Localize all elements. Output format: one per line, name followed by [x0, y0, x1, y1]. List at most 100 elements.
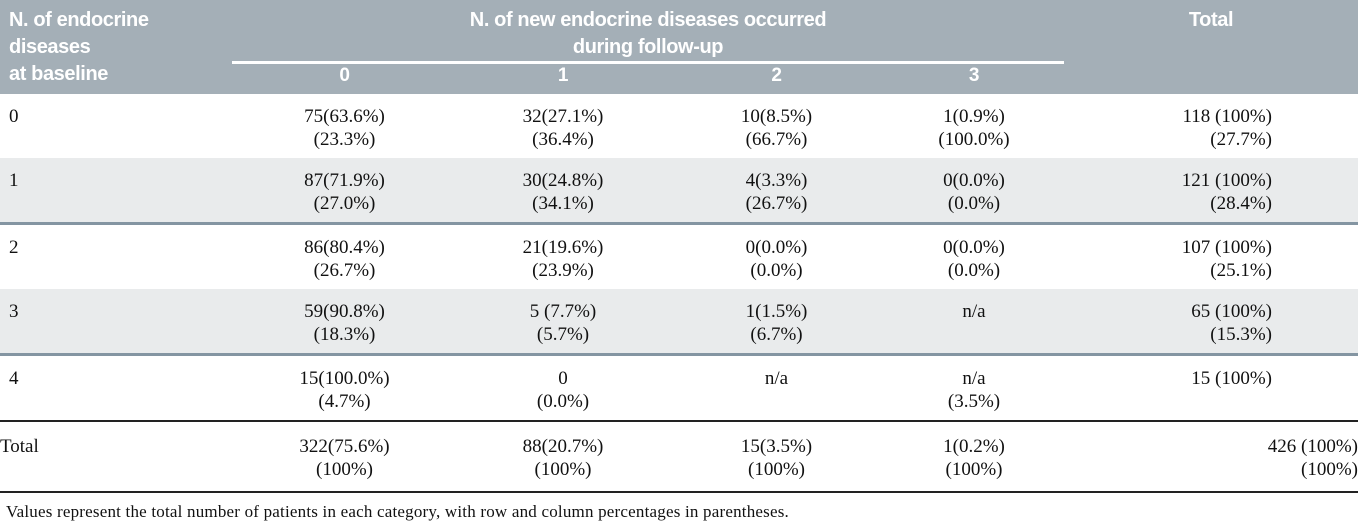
cell-row-total: 426 (100%) (100%): [1064, 420, 1358, 493]
cell-value: n/a: [962, 368, 986, 389]
table-body: 0 75(63.6%) (23.3%) 32(27.1%) (36.4%) 10(8…: [0, 94, 1358, 493]
row-label: 4: [9, 368, 19, 389]
footnote: Values represent the total number of pat…: [6, 502, 789, 521]
row-label: 3: [0, 289, 232, 356]
cell-percentage: (34.1%): [532, 193, 594, 214]
cell-percentage: (5.7%): [536, 324, 590, 345]
cell-value: n/a: [962, 301, 986, 322]
cell: 5 (7.7%) (5.7%): [457, 289, 669, 356]
col-subheader-1: 1: [457, 61, 669, 94]
cell-value: 86(80.4%): [304, 237, 385, 258]
cell: 75(63.6%) (23.3%): [232, 94, 457, 158]
cell-percentage: (100%): [945, 459, 1003, 480]
cell-value: 15(3.5%): [740, 436, 813, 457]
col-header-baseline: N. of endocrine diseases at baseline: [0, 0, 232, 94]
cell: 1(1.5%) (6.7%): [669, 289, 884, 356]
cell: 0(0.0%) (0.0%): [884, 158, 1064, 225]
cell-value: 88(20.7%): [522, 436, 604, 457]
table-row-3: 3 59(90.8%) (18.3%) 5 (7.7%) (5.7%) 1(1.5%…: [0, 289, 1358, 356]
cell-percentage: (0.0%): [947, 193, 1001, 214]
table-row-total: Total 322(75.6%) (100%) 88(20.7%) (100%) 1…: [0, 420, 1358, 493]
cell-percentage: (6.7%): [750, 324, 803, 345]
cell-value: 15 (100%): [1191, 368, 1272, 389]
cell-percentage: (0.0%): [536, 391, 590, 412]
col-header-baseline-line2: at baseline: [9, 63, 108, 85]
cell-percentage: (100%): [534, 459, 592, 480]
cell-value: 0(0.0%): [943, 170, 1005, 191]
cell-value: 107 (100%): [1181, 237, 1272, 258]
cell-value: 0(0.0%): [943, 237, 1005, 258]
row-label: Total: [0, 420, 232, 493]
cell-value: 30(24.8%): [522, 170, 604, 191]
cell-value: 32(27.1%): [522, 106, 604, 127]
cell: n/a: [669, 355, 884, 422]
cell: n/a: [884, 289, 1064, 356]
cell-percentage: (27.7%): [1210, 129, 1272, 150]
cell: 0(0.0%) (0.0%): [884, 224, 1064, 290]
header-row-subcolumns: 0 1 2 3: [0, 61, 1358, 94]
row-label: 0: [9, 106, 19, 127]
col-group-header-new-diseases: N. of new endocrine diseases occurred du…: [232, 0, 1064, 63]
cell-value: 10(8.5%): [740, 106, 813, 127]
cell-percentage: (23.3%): [313, 129, 376, 150]
cell: 322(75.6%) (100%): [232, 420, 457, 493]
col-header-total: Total: [1064, 0, 1358, 94]
cell-row-total: 107 (100%) (25.1%): [1064, 224, 1358, 290]
cell-percentage: (100%): [316, 459, 373, 480]
cell-value: 121 (100%): [1181, 170, 1272, 191]
row-label: 2: [9, 237, 19, 258]
cell: 1(0.9%) (100.0%): [884, 94, 1064, 158]
cell-percentage: [1064, 390, 1272, 413]
col-subheader-3: 3: [884, 61, 1064, 94]
col-group-header-line2: during follow-up: [572, 36, 724, 58]
col-subheader-2: 2: [669, 61, 884, 94]
row-label: 1: [0, 158, 232, 225]
cell: 30(24.8%) (34.1%): [457, 158, 669, 225]
cell-value: 0: [558, 368, 568, 389]
cell-value: 21(19.6%): [522, 237, 604, 258]
cell-value: 87(71.9%): [304, 170, 385, 191]
cell-percentage: (100%): [1301, 459, 1358, 480]
col-group-header-line1: N. of new endocrine diseases occurred: [469, 9, 827, 31]
cell-row-total: 65 (100%) (15.3%): [1064, 289, 1358, 356]
cell: 0 (0.0%): [457, 355, 669, 422]
header-row-group: N. of endocrine diseases at baseline N. …: [0, 0, 1358, 94]
cell-percentage: (66.7%): [745, 129, 808, 150]
cell-percentage: (4.7%): [318, 391, 371, 412]
cell-percentage: (28.4%): [1210, 193, 1272, 214]
cell-value: 322(75.6%): [299, 436, 390, 457]
cell-value: 1(0.2%): [943, 436, 1005, 457]
cell: 15(3.5%) (100%): [669, 420, 884, 493]
cell-value: 118 (100%): [1182, 106, 1272, 127]
cell-value: 426 (100%): [1267, 436, 1358, 457]
cell-percentage: (0.0%): [947, 260, 1001, 281]
col-header-baseline-line1: N. of endocrine diseases: [9, 9, 149, 58]
cell: 1(0.2%) (100%): [884, 420, 1064, 493]
cell-percentage: (36.4%): [532, 129, 594, 150]
cell-percentage: (18.3%): [313, 324, 376, 345]
cell-percentage: [669, 390, 884, 413]
table-row-4: 4 15(100.0%) (4.7%) 0 (0.0%) n/a n/a (3.5%)…: [0, 355, 1358, 422]
cell-percentage: (3.5%): [947, 391, 1001, 412]
cell-value: 65 (100%): [1191, 301, 1272, 322]
cell-percentage: (26.7%): [745, 193, 808, 214]
cell: n/a (3.5%): [884, 355, 1064, 422]
table-header: N. of endocrine diseases at baseline N. …: [0, 0, 1358, 94]
cell: 59(90.8%) (18.3%): [232, 289, 457, 356]
cell-percentage: (15.3%): [1210, 324, 1272, 345]
cell-value: 15(100.0%): [299, 368, 390, 389]
cell-value: n/a: [764, 368, 789, 389]
cell-percentage: (23.9%): [532, 260, 594, 281]
cell-percentage: [884, 323, 1064, 346]
cell-value: 59(90.8%): [304, 301, 385, 322]
cell-percentage: (0.0%): [750, 260, 803, 281]
cell-value: 75(63.6%): [304, 106, 385, 127]
cell-value: 4(3.3%): [745, 170, 808, 191]
table-row-1: 1 87(71.9%) (27.0%) 30(24.8%) (34.1%) 4(3.…: [0, 158, 1358, 225]
cell: 88(20.7%) (100%): [457, 420, 669, 493]
cell-value: 1(0.9%): [943, 106, 1005, 127]
cell-percentage: (25.1%): [1210, 260, 1272, 281]
cell: 10(8.5%) (66.7%): [669, 94, 884, 158]
cell: 0(0.0%) (0.0%): [669, 224, 884, 290]
cell: 4(3.3%) (26.7%): [669, 158, 884, 225]
